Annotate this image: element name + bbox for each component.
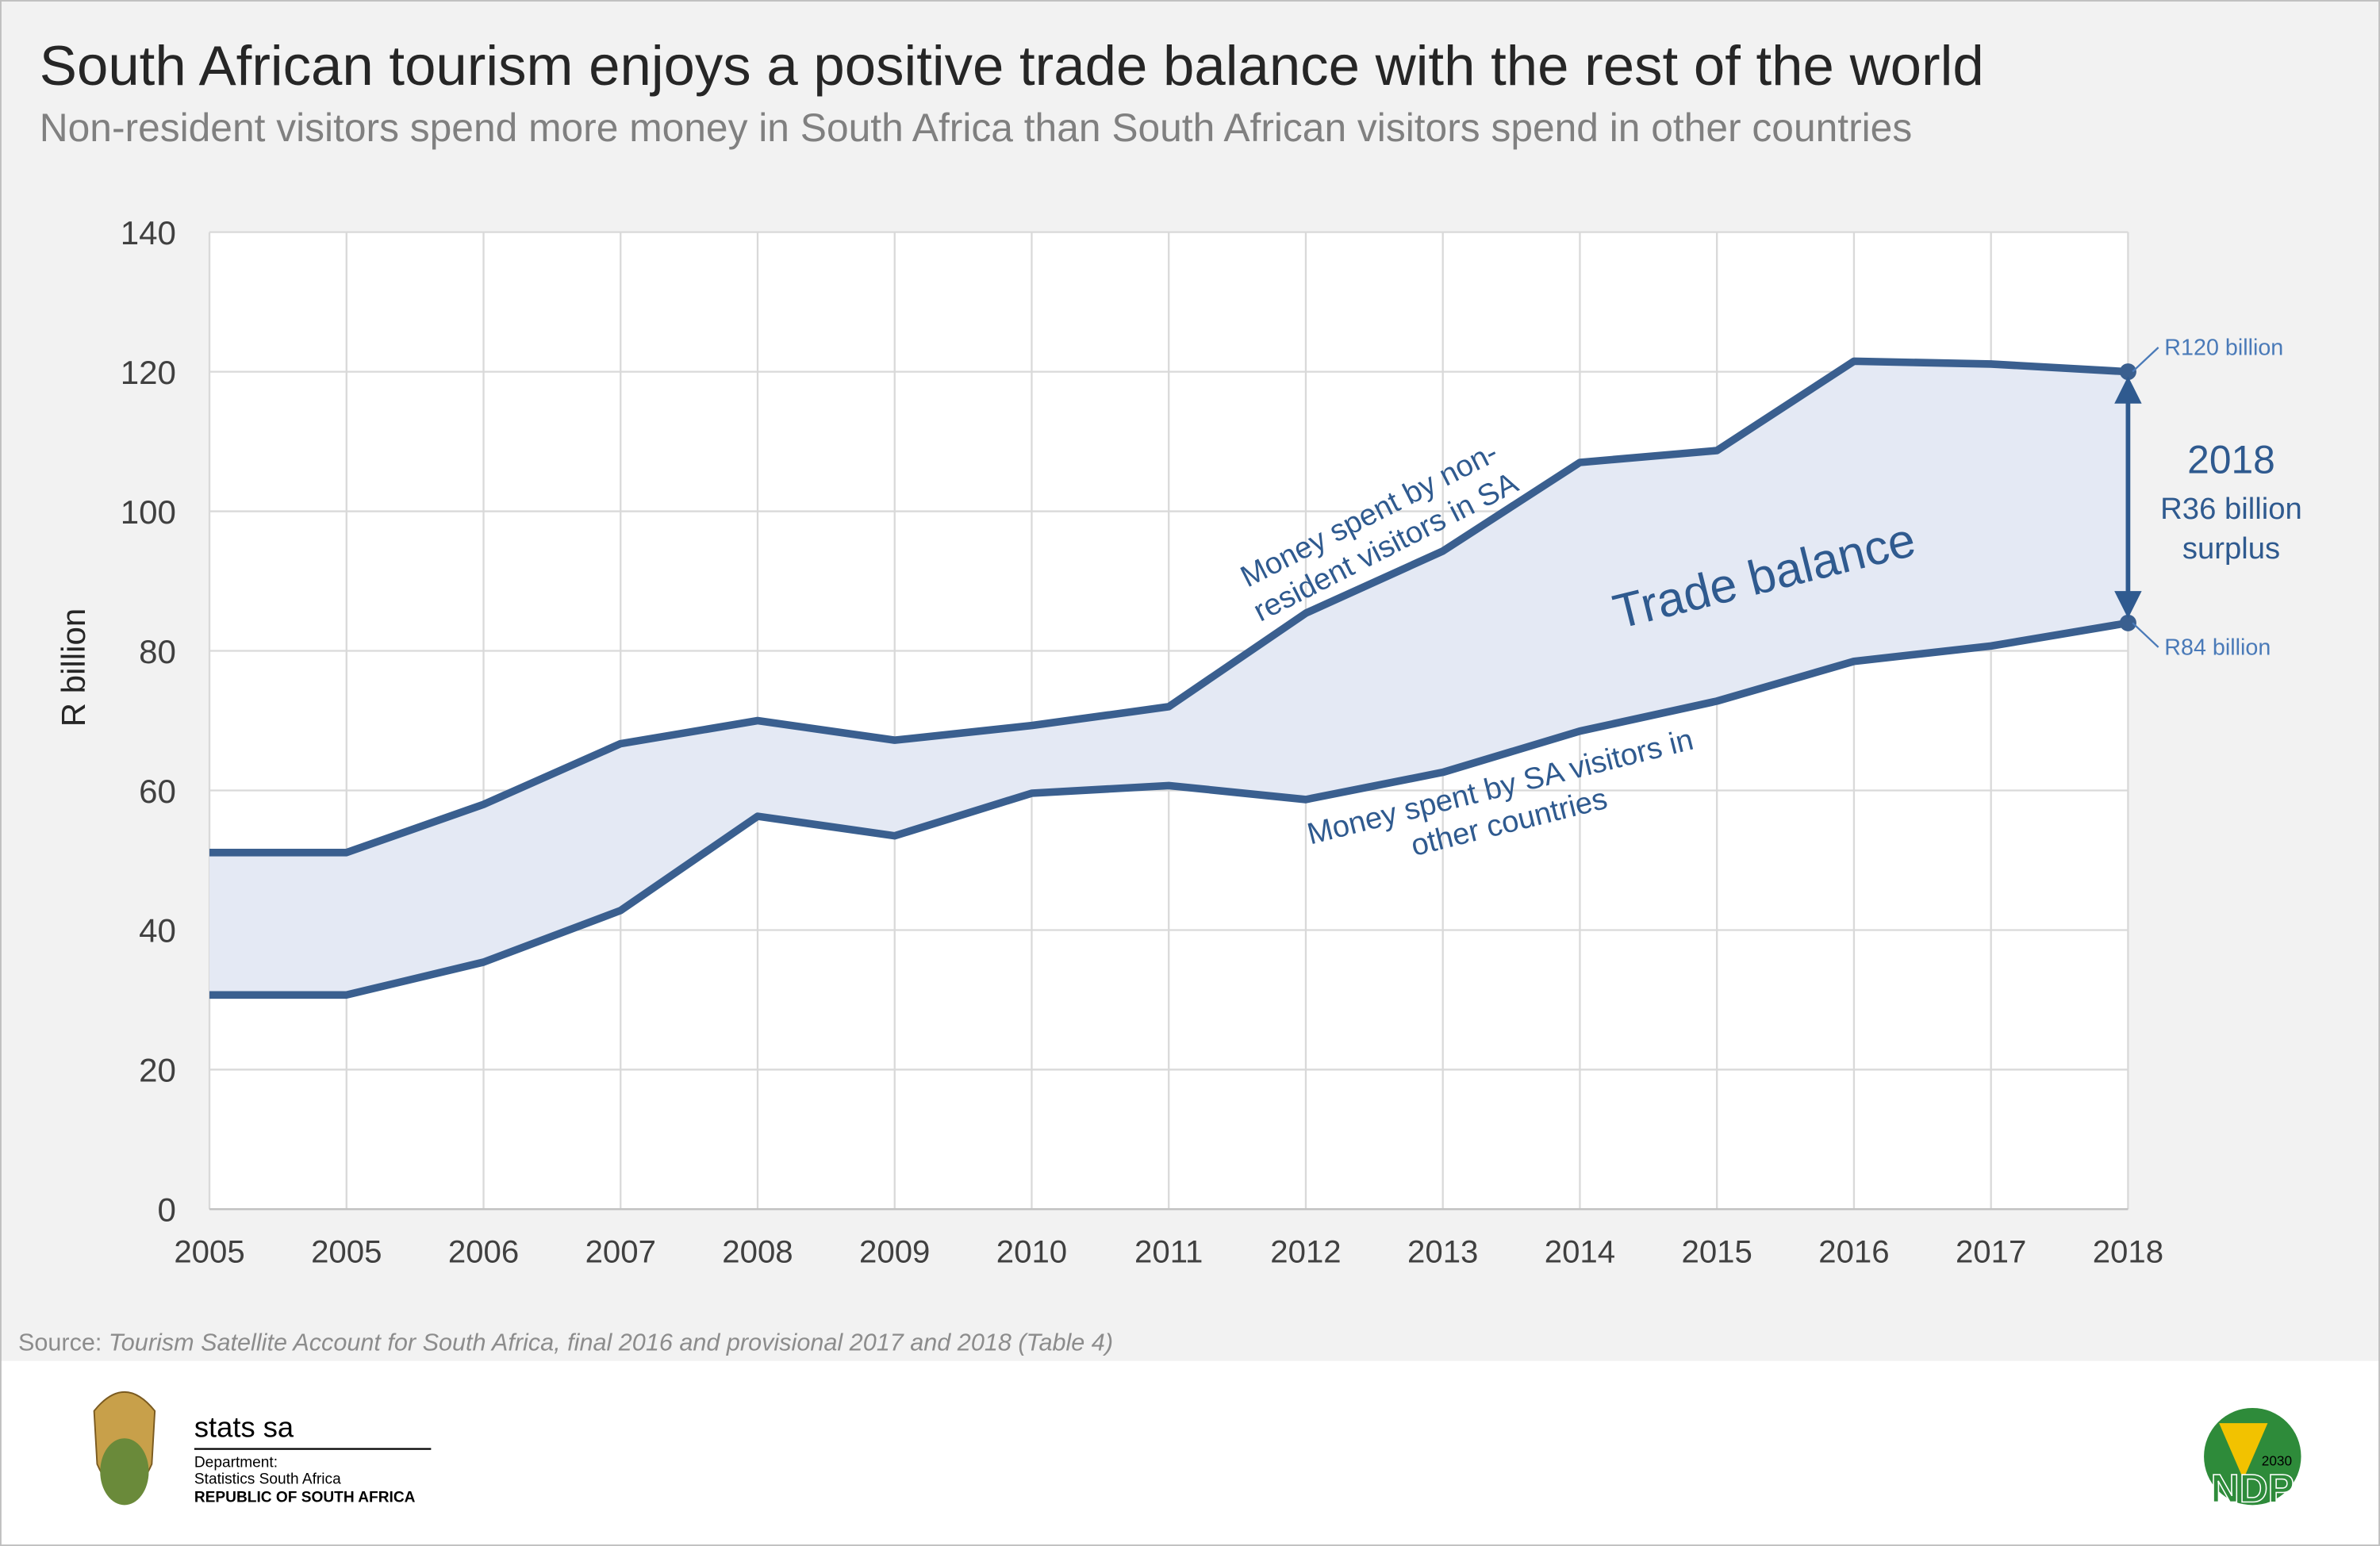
x-tick-label: 2005: [174, 1233, 244, 1269]
leader: [2132, 622, 2159, 648]
y-tick-label: 100: [121, 493, 176, 531]
chart-subtitle: Non-resident visitors spend more money i…: [40, 105, 1912, 150]
ndp-logo: 2030 NDP: [2204, 1407, 2301, 1511]
end-point: [2119, 614, 2136, 631]
x-tick-label: 2016: [1818, 1233, 1889, 1269]
end-label: R120 billion: [2164, 336, 2283, 361]
y-tick-label: 60: [139, 773, 176, 810]
x-tick-label: 2017: [1956, 1233, 2026, 1269]
callout: surplus: [2182, 531, 2280, 566]
x-tick-label: 2008: [722, 1233, 793, 1269]
end-label: R84 billion: [2164, 635, 2271, 661]
y-tick-label: 0: [158, 1191, 176, 1229]
x-tick-label: 2011: [1134, 1233, 1203, 1269]
y-tick-label: 140: [121, 214, 176, 251]
source-text: Tourism Satellite Account for South Afri…: [109, 1329, 1113, 1356]
x-tick-label: 2012: [1270, 1233, 1341, 1269]
ndp-text: NDP: [2211, 1467, 2294, 1511]
x-tick-label: 2013: [1407, 1233, 1478, 1269]
y-tick-label: 80: [139, 633, 176, 670]
trade-balance-area: [209, 361, 2129, 996]
brand: stats sa: [194, 1410, 294, 1443]
emblem-shield: [100, 1438, 149, 1506]
ndp-chevron: [2219, 1423, 2268, 1479]
country: REPUBLIC OF SOUTH AFRICA: [194, 1490, 416, 1506]
x-tick-label: 2014: [1545, 1233, 1615, 1269]
x-tick-label: 2009: [859, 1233, 930, 1269]
department: Department:: [194, 1455, 278, 1471]
y-axis-label: R billion: [55, 608, 92, 727]
x-tick-label: 2010: [996, 1233, 1067, 1269]
callout: 2018: [2187, 438, 2275, 482]
y-tick-label: 20: [139, 1052, 176, 1089]
x-tick-label: 2015: [1681, 1233, 1752, 1269]
callout: R36 billion: [2160, 492, 2302, 526]
series-line: [209, 357, 2129, 857]
stats-logo: stats sa Department: Statistics South Af…: [93, 1391, 432, 1506]
x-tick-label: 2006: [448, 1233, 519, 1269]
source: Source: Tourism Satellite Account for So…: [18, 1329, 1113, 1356]
x-tick-label: 2007: [585, 1233, 656, 1269]
series-line: [209, 619, 2129, 999]
chart-title: South African tourism enjoys a positive …: [40, 34, 1984, 97]
x-tick-label: 2005: [311, 1233, 382, 1269]
ndp-year: 2030: [2262, 1453, 2292, 1469]
footer-band: [1, 1360, 2379, 1545]
end-point: [2119, 363, 2136, 381]
source-prefix: Source:: [18, 1329, 109, 1356]
leader: [2132, 347, 2159, 373]
x-tick-label: 2018: [2093, 1233, 2163, 1269]
y-tick-label: 120: [121, 354, 176, 391]
y-tick-label: 40: [139, 912, 176, 949]
org: Statistics South Africa: [194, 1471, 341, 1488]
